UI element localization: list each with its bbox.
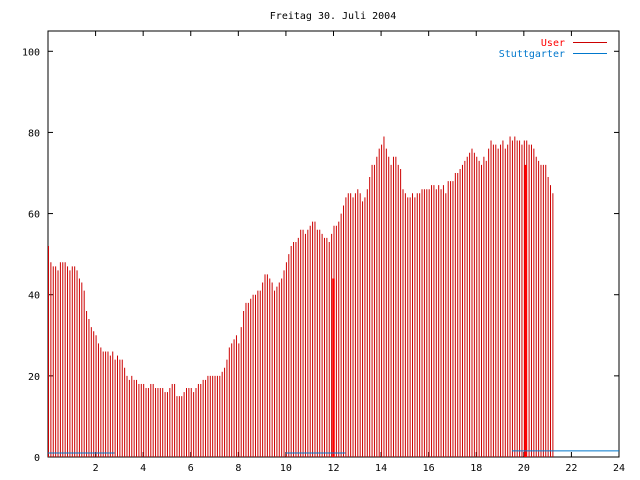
x-tick-label: 20 <box>518 463 530 474</box>
x-tick-label: 2 <box>93 463 99 474</box>
x-tick-label: 10 <box>280 463 292 474</box>
x-tick-label: 18 <box>470 463 482 474</box>
x-tick-label: 12 <box>327 463 339 474</box>
y-axis: 0 20 40 60 80 100 <box>22 47 619 464</box>
legend-label-user: User <box>541 38 565 49</box>
chart-title: Freitag 30. Juli 2004 <box>270 11 396 22</box>
bars-highlight <box>332 164 527 457</box>
x-tick-label: 14 <box>375 463 387 474</box>
x-tick-label: 16 <box>423 463 435 474</box>
y-tick-label: 80 <box>28 128 40 139</box>
line-stuttgarter <box>48 450 619 454</box>
y-tick-label: 0 <box>34 453 40 464</box>
x-tick-label: 4 <box>140 463 146 474</box>
y-tick-label: 20 <box>28 372 40 383</box>
x-tick-label: 24 <box>613 463 625 474</box>
bars-user <box>48 136 554 457</box>
y-tick-label: 40 <box>28 291 40 302</box>
y-tick-label: 60 <box>28 210 40 221</box>
x-tick-label: 6 <box>188 463 194 474</box>
legend: User Stuttgarter <box>499 38 607 60</box>
y-tick-label: 100 <box>22 47 40 58</box>
x-tick-label: 22 <box>565 463 577 474</box>
legend-label-stuttgarter: Stuttgarter <box>499 49 565 60</box>
x-tick-label: 8 <box>235 463 241 474</box>
